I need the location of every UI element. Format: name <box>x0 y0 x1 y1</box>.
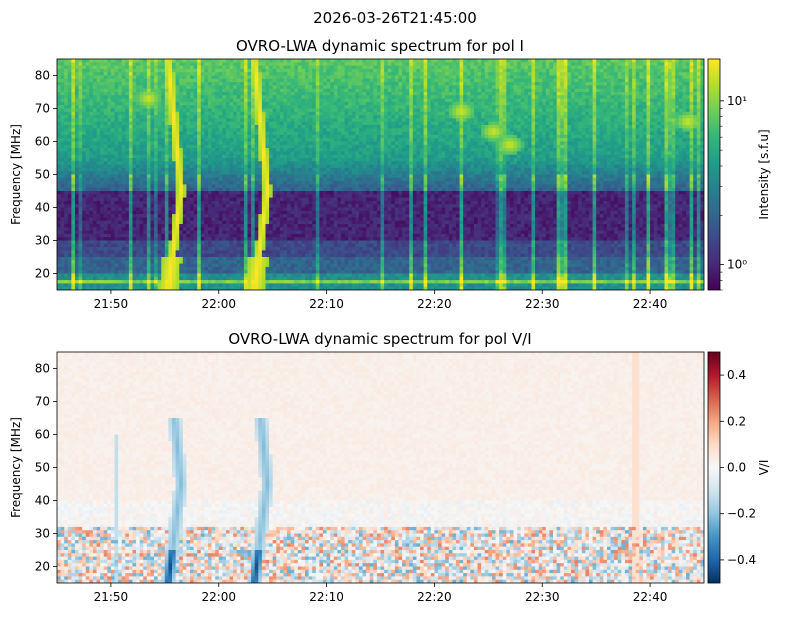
colorbar-tick-label: 0.4 <box>727 368 746 382</box>
y-tick-label: 30 <box>35 234 50 248</box>
y-tick-label: 20 <box>35 560 50 574</box>
colorbar-tick-label: 10¹ <box>727 94 747 108</box>
y-tick-label: 30 <box>35 527 50 541</box>
x-tick-label: 22:00 <box>201 297 236 311</box>
colorbar-tick-label: −0.2 <box>727 507 756 521</box>
x-tick-label: 22:40 <box>633 590 668 604</box>
colorbar-tick-label: 10⁰ <box>727 258 747 272</box>
x-tick-label: 22:10 <box>309 590 344 604</box>
colorbar-tick-label: −0.4 <box>727 553 756 567</box>
y-tick-label: 80 <box>35 362 50 376</box>
y-axis-label: Frequency [MHz] <box>9 124 23 225</box>
x-axis: 21:50 22:00 22:10 22:20 22:30 22:40 <box>94 290 668 311</box>
x-tick-label: 22:00 <box>201 590 236 604</box>
y-tick-label: 20 <box>35 267 50 281</box>
colorbar-intensity <box>707 58 721 291</box>
colorbar-v-over-i <box>707 351 721 584</box>
heatmap-pol-v-over-i <box>57 352 704 583</box>
x-tick-label: 22:30 <box>525 297 560 311</box>
x-tick-label: 22:40 <box>633 297 668 311</box>
panel-title: OVRO-LWA dynamic spectrum for pol I <box>236 37 524 55</box>
x-tick-label: 22:20 <box>417 297 452 311</box>
y-tick-label: 60 <box>35 428 50 442</box>
y-tick-label: 60 <box>35 135 50 149</box>
y-tick-label: 80 <box>35 69 50 83</box>
y-tick-label: 50 <box>35 461 50 475</box>
y-tick-label: 70 <box>35 102 50 116</box>
y-axis: 20 30 40 50 60 70 80 <box>35 362 57 574</box>
panel-pol-i: OVRO-LWA dynamic spectrum for pol I 21:5… <box>9 37 771 311</box>
panel-title: OVRO-LWA dynamic spectrum for pol V/I <box>228 330 531 348</box>
y-tick-label: 40 <box>35 494 50 508</box>
colorbar-tick-label: 0.0 <box>727 461 746 475</box>
colorbar-ticks: 0.4 0.2 0.0 −0.2 −0.4 <box>720 368 756 567</box>
y-tick-label: 40 <box>35 201 50 215</box>
x-tick-label: 22:30 <box>525 590 560 604</box>
x-tick-label: 21:50 <box>94 297 129 311</box>
colorbar-label: V/I <box>757 460 771 476</box>
y-axis-label: Frequency [MHz] <box>9 417 23 518</box>
x-tick-label: 22:20 <box>417 590 452 604</box>
y-tick-label: 70 <box>35 395 50 409</box>
figure-suptitle: 2026-03-26T21:45:00 <box>313 9 477 27</box>
x-tick-label: 22:10 <box>309 297 344 311</box>
panel-pol-v-over-i: OVRO-LWA dynamic spectrum for pol V/I 21… <box>9 330 771 604</box>
colorbar-label: Intensity [s.f.u] <box>757 129 771 219</box>
heatmap-pol-i <box>57 59 704 290</box>
x-tick-label: 21:50 <box>94 590 129 604</box>
y-tick-label: 50 <box>35 168 50 182</box>
colorbar-tick-label: 0.2 <box>727 414 746 428</box>
x-axis: 21:50 22:00 22:10 22:20 22:30 22:40 <box>94 583 668 604</box>
y-axis: 20 30 40 50 60 70 80 <box>35 69 57 281</box>
colorbar-ticks: 10¹ 10⁰ <box>720 94 747 291</box>
